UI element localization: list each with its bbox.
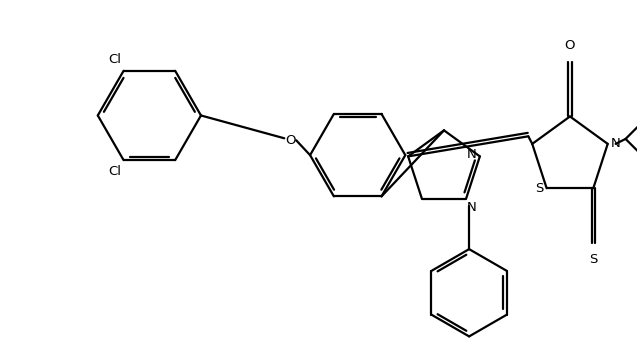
Text: N: N — [611, 137, 620, 151]
Text: N: N — [467, 201, 477, 213]
Text: S: S — [589, 253, 598, 266]
Text: O: O — [285, 134, 296, 147]
Text: Cl: Cl — [109, 165, 122, 178]
Text: O: O — [564, 39, 575, 52]
Text: S: S — [535, 182, 543, 195]
Text: N: N — [467, 148, 477, 161]
Text: Cl: Cl — [109, 53, 122, 66]
